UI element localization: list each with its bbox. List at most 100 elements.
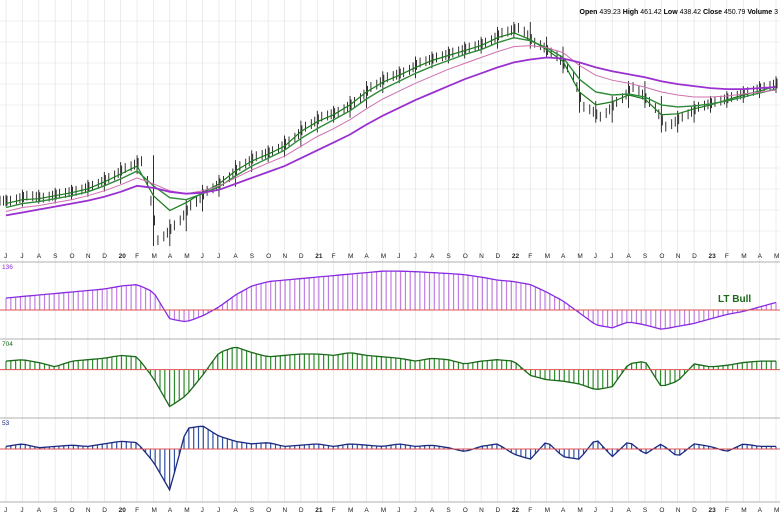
x-tick-label-bottom: M <box>741 507 746 514</box>
volume-value: 3 <box>774 9 778 16</box>
x-tick-label-bottom: S <box>446 507 451 514</box>
x-tick-label-bottom: A <box>37 507 42 514</box>
indicator-line <box>5 346 776 408</box>
x-tick-label-top: M <box>184 253 189 260</box>
x-tick-label-top: N <box>283 253 288 260</box>
x-tick-label-bottom: J <box>414 507 417 514</box>
moving-average-line <box>5 45 777 212</box>
x-tick-label-bottom: S <box>250 507 255 514</box>
x-tick-label-top: N <box>86 253 91 260</box>
x-tick-label-bottom: M <box>774 507 779 514</box>
indicator-2-label: 704 <box>2 341 13 348</box>
x-tick-label-bottom: A <box>561 507 566 514</box>
x-tick-label-bottom: F <box>135 507 139 514</box>
x-tick-label-top: M <box>348 253 353 260</box>
x-tick-label-top: J <box>201 253 204 260</box>
x-tick-label-top: 20 <box>119 253 127 260</box>
x-tick-label-top: S <box>250 253 255 260</box>
indicator-line <box>5 270 777 330</box>
x-tick-label-bottom: O <box>266 507 271 514</box>
x-tick-label-bottom: A <box>758 507 763 514</box>
x-tick-label-top: S <box>53 253 58 260</box>
moving-average-line <box>5 56 777 217</box>
x-tick-label-bottom: S <box>53 507 58 514</box>
x-tick-label-bottom: A <box>364 507 369 514</box>
x-tick-label-bottom: 20 <box>119 507 127 514</box>
x-tick-label-bottom: 22 <box>512 507 520 514</box>
volume-label: Volume <box>747 9 773 16</box>
x-tick-label-bottom: M <box>348 507 353 514</box>
moving-average-line <box>5 32 777 212</box>
indicator-1-label: 136 <box>2 264 13 271</box>
x-tick-label-bottom: A <box>627 507 632 514</box>
x-tick-label-top: 22 <box>512 253 520 260</box>
x-tick-label-top: J <box>414 253 417 260</box>
x-tick-label-bottom: F <box>725 507 729 514</box>
x-tick-label-top: J <box>20 253 23 260</box>
x-tick-label-bottom: N <box>676 507 681 514</box>
x-tick-label-top: O <box>463 253 468 260</box>
high-label: High <box>622 9 639 16</box>
x-tick-label-top: S <box>643 253 648 260</box>
x-tick-label-bottom: D <box>299 507 304 514</box>
indicator-line <box>5 425 776 492</box>
x-tick-label-top: F <box>135 253 139 260</box>
x-tick-label-top: N <box>479 253 484 260</box>
x-tick-label-bottom: O <box>659 507 664 514</box>
x-tick-label-bottom: M <box>151 507 156 514</box>
close-label: Close <box>702 9 723 16</box>
x-tick-label-bottom: N <box>86 507 91 514</box>
low-value: 438.42 <box>679 9 702 16</box>
x-tick-label-bottom: D <box>692 507 697 514</box>
x-tick-label-bottom: F <box>528 507 532 514</box>
x-tick-label-top: M <box>774 253 779 260</box>
x-tick-label-bottom: J <box>201 507 204 514</box>
x-tick-label-top: M <box>577 253 582 260</box>
x-tick-label-bottom: O <box>70 507 75 514</box>
x-tick-label-top: D <box>102 253 107 260</box>
x-tick-label-top: M <box>741 253 746 260</box>
x-tick-label-bottom: A <box>233 507 238 514</box>
x-tick-label-top: D <box>299 253 304 260</box>
x-tick-label-top: A <box>758 253 763 260</box>
x-tick-label-bottom: J <box>20 507 23 514</box>
x-tick-label-bottom: D <box>495 507 500 514</box>
x-tick-label-bottom: M <box>545 507 550 514</box>
x-tick-label-top: N <box>676 253 681 260</box>
x-tick-label-top: D <box>495 253 500 260</box>
x-tick-label-top: A <box>364 253 369 260</box>
x-tick-label-top: J <box>397 253 400 260</box>
x-tick-label-top: J <box>4 253 7 260</box>
x-tick-label-bottom: J <box>610 507 613 514</box>
x-tick-label-top: A <box>430 253 435 260</box>
x-tick-label-bottom: O <box>463 507 468 514</box>
x-tick-label-top: 23 <box>708 253 716 260</box>
x-tick-label-bottom: J <box>397 507 400 514</box>
x-tick-label-bottom: N <box>479 507 484 514</box>
x-tick-label-bottom: 21 <box>315 507 323 514</box>
x-tick-label-top: 21 <box>315 253 323 260</box>
x-tick-label-top: A <box>561 253 566 260</box>
open-label: Open <box>579 9 598 16</box>
x-tick-label-top: M <box>545 253 550 260</box>
x-tick-label-top: O <box>659 253 664 260</box>
x-tick-label-bottom: D <box>102 507 107 514</box>
x-tick-label-top: A <box>233 253 238 260</box>
x-tick-label-top: A <box>627 253 632 260</box>
x-tick-label-top: A <box>37 253 42 260</box>
x-tick-label-top: S <box>446 253 451 260</box>
low-label: Low <box>663 9 678 16</box>
x-tick-label-top: D <box>692 253 697 260</box>
x-tick-label-top: M <box>381 253 386 260</box>
open-value: 439.23 <box>599 9 621 16</box>
high-value: 461.42 <box>640 9 662 16</box>
x-tick-label-top: O <box>70 253 75 260</box>
x-tick-label-top: M <box>151 253 156 260</box>
x-tick-label-bottom: M <box>184 507 189 514</box>
x-tick-label-bottom: F <box>332 507 336 514</box>
x-tick-label-top: F <box>725 253 729 260</box>
x-tick-label-bottom: J <box>217 507 220 514</box>
x-tick-label-bottom: N <box>283 507 288 514</box>
